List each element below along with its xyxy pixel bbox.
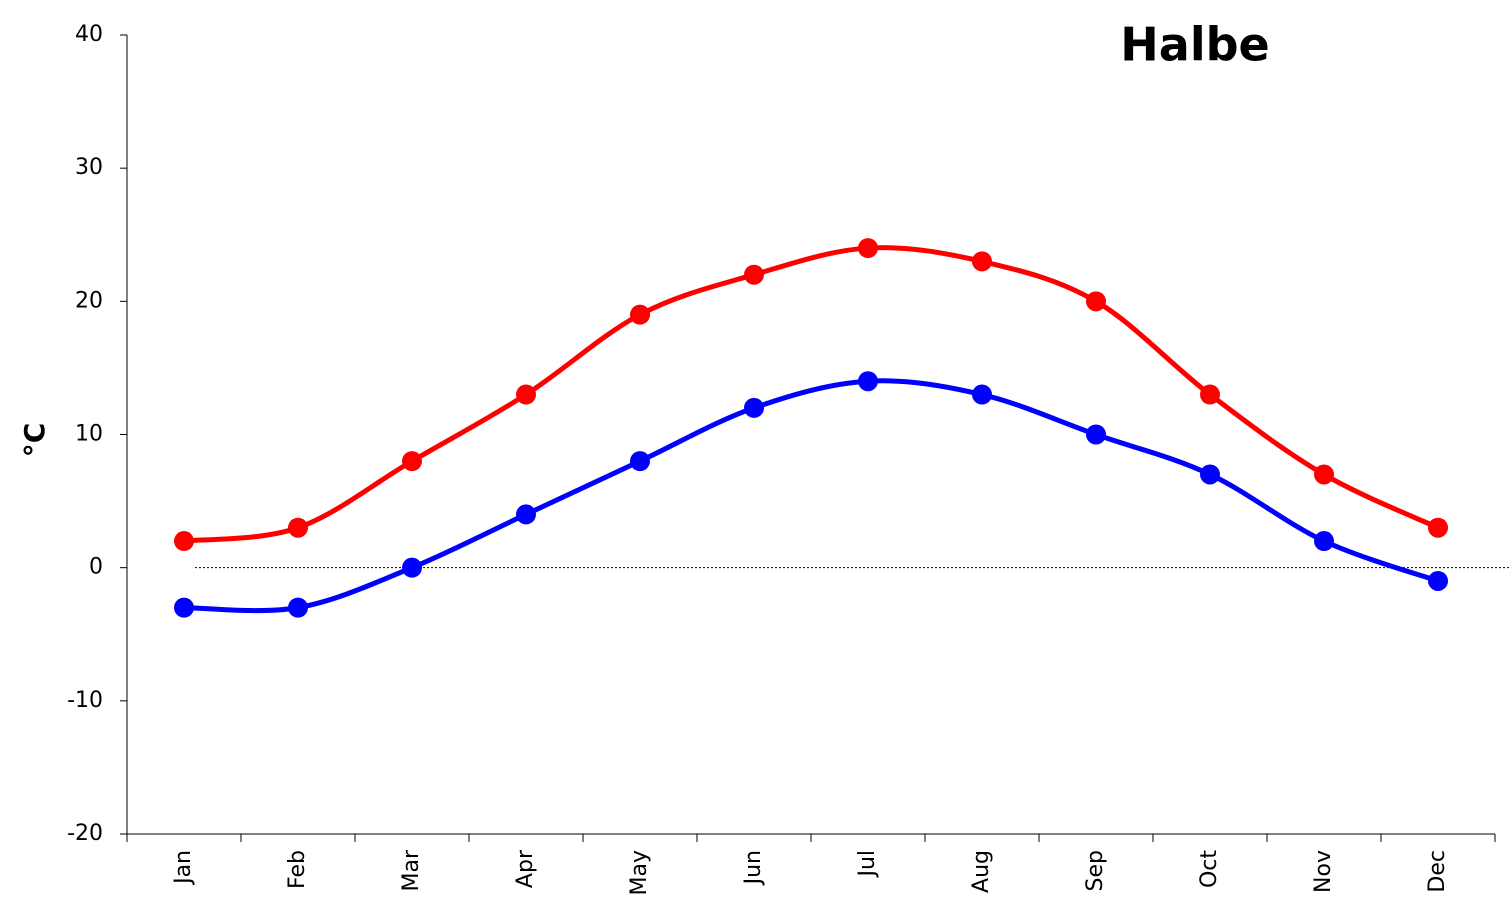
data-point: [744, 397, 764, 418]
x-tick-label: Apr: [513, 849, 538, 888]
y-tick-label: -20: [67, 821, 103, 846]
data-point: [516, 504, 536, 525]
data-point: [1200, 464, 1220, 485]
data-point: [630, 304, 650, 325]
data-point: [1428, 517, 1448, 538]
data-point: [402, 557, 422, 578]
data-point: [516, 384, 536, 405]
x-tick-label: Dec: [1425, 850, 1450, 893]
data-point: [1086, 291, 1106, 312]
data-point: [288, 597, 308, 618]
data-point: [402, 451, 422, 472]
data-point: [744, 264, 764, 285]
x-tick-label: Oct: [1197, 850, 1222, 888]
data-point: [1428, 570, 1448, 591]
x-tick-label: Aug: [969, 850, 994, 893]
data-point: [174, 597, 194, 618]
y-tick-label: 0: [89, 555, 103, 580]
data-point: [1314, 464, 1334, 485]
y-tick-label: 10: [75, 422, 103, 447]
x-tick-label: Mar: [399, 849, 424, 891]
x-tick-label: Jan: [171, 850, 196, 886]
y-tick-label: 40: [75, 22, 103, 47]
y-tick-label: -10: [67, 688, 103, 713]
x-tick-label: Jun: [741, 850, 766, 886]
data-point: [1200, 384, 1220, 405]
data-point: [288, 517, 308, 538]
y-tick-label: 20: [75, 288, 103, 313]
data-point: [858, 238, 878, 259]
data-point: [174, 531, 194, 552]
data-point: [972, 384, 992, 405]
data-point: [972, 251, 992, 272]
data-point: [858, 371, 878, 392]
x-tick-label: Feb: [285, 850, 310, 889]
x-tick-label: Nov: [1311, 850, 1336, 893]
chart-title: Halbe: [1120, 18, 1269, 72]
data-point: [630, 451, 650, 472]
y-tick-label: 30: [75, 155, 103, 180]
data-point: [1086, 424, 1106, 445]
x-tick-label: Sep: [1083, 850, 1108, 891]
data-point: [1314, 531, 1334, 552]
x-tick-label: May: [627, 850, 652, 895]
y-axis-label: °C: [18, 423, 51, 458]
x-tick-label: Jul: [855, 850, 880, 879]
series-line: [183, 378, 1439, 614]
